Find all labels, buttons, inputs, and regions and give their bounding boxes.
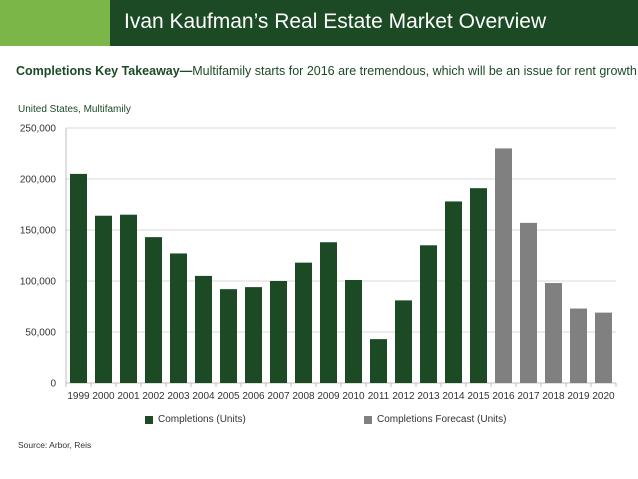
page-title: Ivan Kaufman’s Real Estate Market Overvi…: [124, 10, 547, 33]
bar-completions: [470, 188, 487, 383]
x-tick-label: 2013: [417, 391, 440, 402]
title-banner: [110, 0, 638, 46]
region-label: United States, Multifamily: [18, 104, 131, 115]
bar-completions: [195, 275, 212, 383]
bar-forecast: [545, 283, 562, 383]
bar-completions: [95, 215, 112, 383]
legend-swatch-forecast: [364, 415, 372, 424]
bar-completions: [120, 214, 137, 383]
bar-forecast: [595, 312, 612, 383]
bar-forecast: [495, 148, 512, 383]
x-tick-label: 2008: [292, 391, 315, 402]
x-tick-label: 1999: [67, 391, 90, 402]
legend-label-forecast: Completions Forecast (Units): [377, 414, 507, 425]
x-tick-label: 2015: [467, 391, 490, 402]
bar-completions: [245, 287, 262, 383]
bar-completions: [170, 253, 187, 383]
bar-completions: [370, 339, 387, 383]
x-tick-label: 2005: [217, 391, 240, 402]
x-tick-label: 2017: [517, 391, 540, 402]
bar-completions: [420, 245, 437, 383]
x-tick-label: 2018: [542, 391, 565, 402]
bar-completions: [295, 262, 312, 383]
y-tick-label: 100,000: [20, 277, 57, 288]
bar-completions: [270, 281, 287, 383]
x-tick-label: 2007: [267, 391, 290, 402]
bar-completions: [345, 279, 362, 383]
bar-completions: [145, 237, 162, 383]
bar-completions: [70, 173, 87, 383]
x-tick-label: 2020: [592, 391, 615, 402]
y-tick-label: 250,000: [20, 124, 57, 135]
x-tick-label: 2006: [242, 391, 265, 402]
source-note: Source: Arbor, Reis: [18, 440, 92, 450]
legend-item-forecast: Completions Forecast (Units): [364, 414, 506, 425]
takeaway: Completions Key Takeaway—Multifamily sta…: [16, 64, 638, 78]
y-tick-label: 150,000: [20, 226, 57, 237]
x-tick-label: 2009: [317, 391, 340, 402]
x-tick-label: 2019: [567, 391, 590, 402]
takeaway-label: Completions Key Takeaway—: [16, 64, 193, 78]
bar-completions: [395, 300, 412, 383]
legend-swatch-actual: [145, 415, 153, 424]
legend-label-actual: Completions (Units): [158, 414, 246, 425]
x-tick-label: 2011: [368, 391, 390, 402]
y-tick-label: 50,000: [25, 328, 56, 339]
x-tick-label: 2014: [442, 391, 465, 402]
takeaway-text: Multifamily starts for 2016 are tremendo…: [192, 64, 638, 78]
x-tick-label: 2004: [192, 391, 215, 402]
banner-accent: [0, 0, 110, 46]
x-tick-label: 2000: [92, 391, 115, 402]
bar-forecast: [520, 222, 537, 383]
bar-forecast: [570, 308, 587, 383]
x-tick-label: 2001: [117, 391, 140, 402]
x-tick-label: 2012: [392, 391, 415, 402]
bar-completions: [320, 242, 337, 383]
x-tick-label: 2016: [492, 391, 515, 402]
y-tick-label: 200,000: [20, 175, 57, 186]
x-tick-label: 2003: [167, 391, 190, 402]
y-tick-label: 0: [50, 379, 56, 390]
x-tick-label: 2010: [342, 391, 365, 402]
bar-completions: [220, 289, 237, 383]
bar-completions: [445, 201, 462, 383]
x-tick-label: 2002: [142, 391, 165, 402]
legend-item-actual: Completions (Units): [145, 414, 246, 425]
